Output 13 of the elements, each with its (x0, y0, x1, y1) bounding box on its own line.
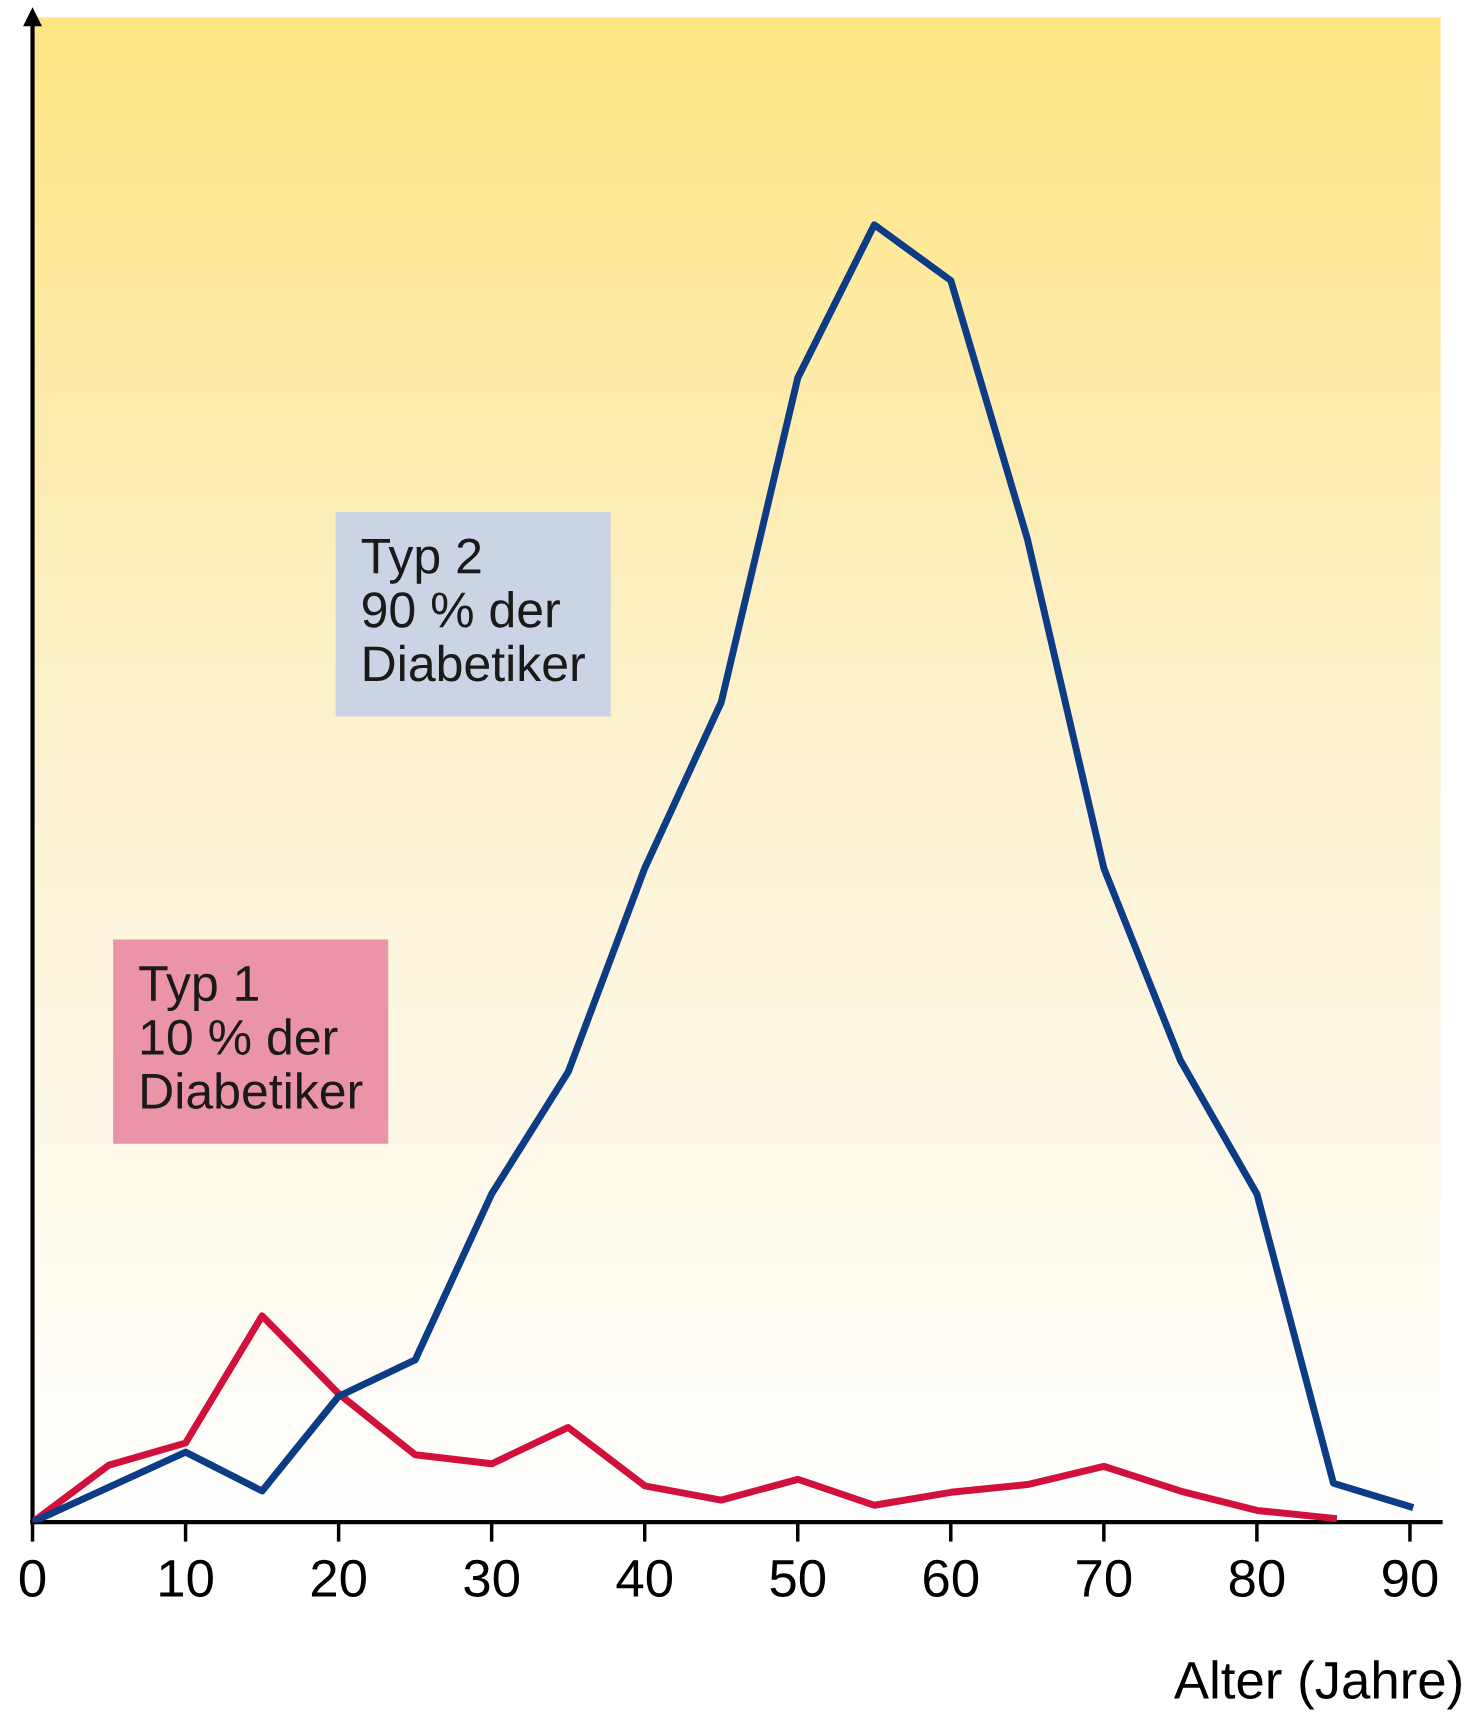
annotation: Typ 2 90 % der Diabetiker (361, 538, 585, 682)
x-tick-label: 30 (464, 1559, 519, 1598)
annotation: Typ 1 10 % der Diabetiker (139, 966, 363, 1109)
x-tick-label: 20 (311, 1559, 366, 1598)
x-tick-label: 50 (770, 1559, 826, 1598)
x-axis-title: Alter (Jahre) (1173, 1660, 1461, 1710)
x-tick-label: 60 (924, 1559, 979, 1598)
x-tick-label: 0 (19, 1559, 46, 1598)
x-tick-label: 10 (160, 1559, 213, 1598)
x-tick-label: 70 (1077, 1559, 1132, 1598)
x-tick-label: 80 (1229, 1559, 1285, 1598)
x-tick-label: 40 (616, 1559, 673, 1598)
x-tick-label: 90 (1383, 1559, 1438, 1598)
